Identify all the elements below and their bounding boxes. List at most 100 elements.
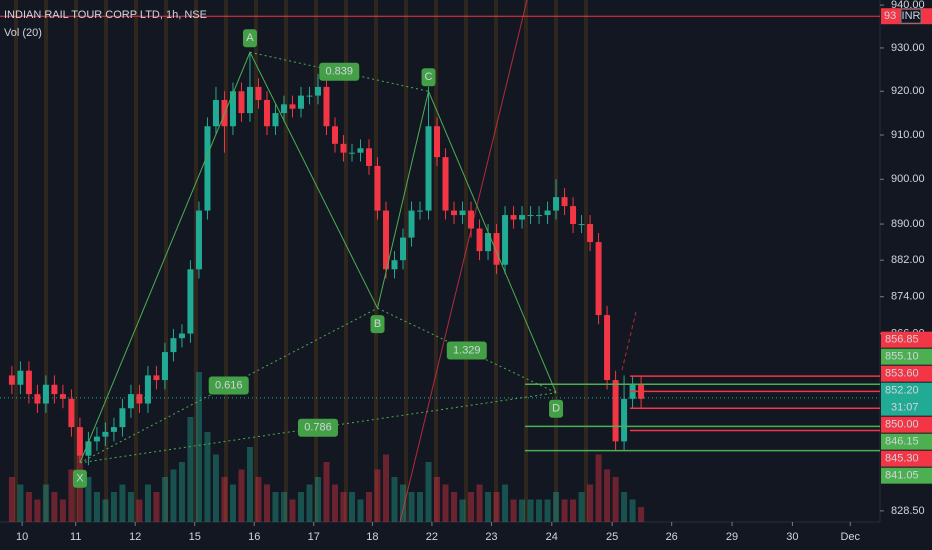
candle-body bbox=[85, 441, 92, 456]
candle-body bbox=[93, 436, 100, 442]
pattern-point-label-bg bbox=[370, 315, 385, 334]
price-label: 856.85 bbox=[885, 334, 919, 346]
volume-bar bbox=[357, 499, 364, 522]
candle-body bbox=[391, 260, 398, 270]
volume-bar bbox=[314, 477, 321, 522]
price-axis-bg bbox=[880, 0, 932, 550]
candle-body bbox=[485, 233, 492, 252]
volume-bar bbox=[400, 484, 407, 522]
volume-bar bbox=[68, 469, 75, 522]
x-tick-label: 18 bbox=[366, 531, 378, 543]
candle-body bbox=[212, 99, 219, 127]
volume-bar bbox=[17, 484, 24, 522]
candle-body bbox=[195, 210, 202, 270]
session-stripe bbox=[404, 0, 408, 522]
volume-bar bbox=[42, 484, 49, 522]
session-stripe bbox=[284, 0, 288, 522]
y-tick-label: 940.00 bbox=[891, 0, 925, 11]
pattern-point-label: C bbox=[425, 71, 433, 83]
indicator-label: Vol (20) bbox=[4, 27, 42, 39]
session-stripe bbox=[374, 0, 378, 522]
y-tick-label: 920.00 bbox=[891, 85, 925, 97]
candle-body bbox=[604, 315, 611, 381]
ratio-label-bg bbox=[319, 62, 360, 81]
candle-body bbox=[8, 375, 15, 385]
candle-body bbox=[408, 210, 415, 238]
volume-bar bbox=[289, 499, 296, 522]
candle-body bbox=[76, 427, 83, 456]
volume-bar bbox=[93, 492, 100, 522]
volume-bar bbox=[136, 499, 143, 522]
price-label-bg bbox=[881, 467, 932, 484]
trend-line bbox=[399, 0, 528, 523]
volume-bar bbox=[25, 492, 32, 522]
volume-bar bbox=[442, 484, 449, 522]
ratio-label: 0.616 bbox=[215, 379, 243, 391]
volume-bar bbox=[51, 492, 58, 522]
candle-body bbox=[229, 91, 236, 127]
volume-bar bbox=[561, 499, 568, 522]
volume-bar bbox=[621, 492, 628, 522]
volume-bar bbox=[527, 499, 534, 522]
ratio-label-bg bbox=[446, 341, 487, 360]
candle-body bbox=[357, 148, 364, 153]
volume-bar bbox=[578, 492, 585, 522]
session-stripe bbox=[314, 0, 318, 522]
session-stripe bbox=[44, 0, 48, 522]
volume-bar bbox=[434, 477, 441, 522]
volume-bar bbox=[493, 492, 500, 522]
volume-bar bbox=[119, 484, 126, 522]
chart-title: INDIAN RAIL TOUR CORP LTD, 1h, NSE bbox=[4, 9, 207, 21]
volume-bar bbox=[229, 484, 236, 522]
candle-body bbox=[570, 206, 577, 225]
volume-bar bbox=[127, 492, 134, 522]
volume-bar bbox=[502, 484, 509, 522]
candle-body bbox=[323, 86, 330, 127]
price-label-bg bbox=[881, 433, 932, 450]
volume-bar bbox=[85, 477, 92, 522]
candle-body bbox=[587, 224, 594, 243]
candle-body bbox=[502, 215, 509, 265]
price-label-bg bbox=[881, 348, 932, 365]
volume-bar bbox=[612, 477, 619, 522]
volume-bar bbox=[536, 499, 543, 522]
currency-bg bbox=[900, 8, 922, 24]
candle-body bbox=[127, 394, 134, 409]
x-tick-label: 22 bbox=[426, 531, 438, 543]
volume-bar bbox=[408, 492, 415, 522]
volume-bar bbox=[587, 484, 594, 522]
volume-bar bbox=[391, 477, 398, 522]
price-label: 853.60 bbox=[885, 368, 919, 380]
volume-bar bbox=[459, 499, 466, 522]
x-tick-label: Dec bbox=[840, 531, 860, 543]
volume-bar bbox=[204, 432, 211, 522]
volume-bar bbox=[255, 477, 262, 522]
volume-bar bbox=[570, 499, 577, 522]
candle-body bbox=[314, 86, 321, 96]
volume-bar bbox=[510, 499, 517, 522]
session-stripe bbox=[434, 0, 438, 522]
volume-bar bbox=[485, 492, 492, 522]
session-stripe bbox=[164, 0, 168, 522]
pattern-point-label-bg bbox=[549, 399, 564, 418]
volume-bar bbox=[170, 469, 177, 522]
candle-body bbox=[331, 126, 338, 144]
volume-bar bbox=[263, 484, 270, 522]
candle-body bbox=[578, 224, 585, 226]
projection-line bbox=[621, 311, 637, 371]
candle-body bbox=[102, 431, 109, 437]
candle-body bbox=[272, 113, 279, 127]
volume-bar bbox=[323, 462, 330, 522]
volume-bar bbox=[476, 484, 483, 522]
candle-body bbox=[280, 104, 287, 114]
session-stripe bbox=[224, 0, 228, 522]
volume-bar bbox=[349, 492, 355, 522]
candle-body bbox=[136, 394, 143, 404]
candle-body bbox=[178, 333, 185, 339]
y-tick-label: 910.00 bbox=[891, 129, 925, 141]
candle-body bbox=[59, 394, 66, 399]
volume-bar bbox=[246, 447, 253, 522]
candle-body bbox=[204, 126, 211, 211]
pattern-point-label: X bbox=[76, 473, 84, 485]
